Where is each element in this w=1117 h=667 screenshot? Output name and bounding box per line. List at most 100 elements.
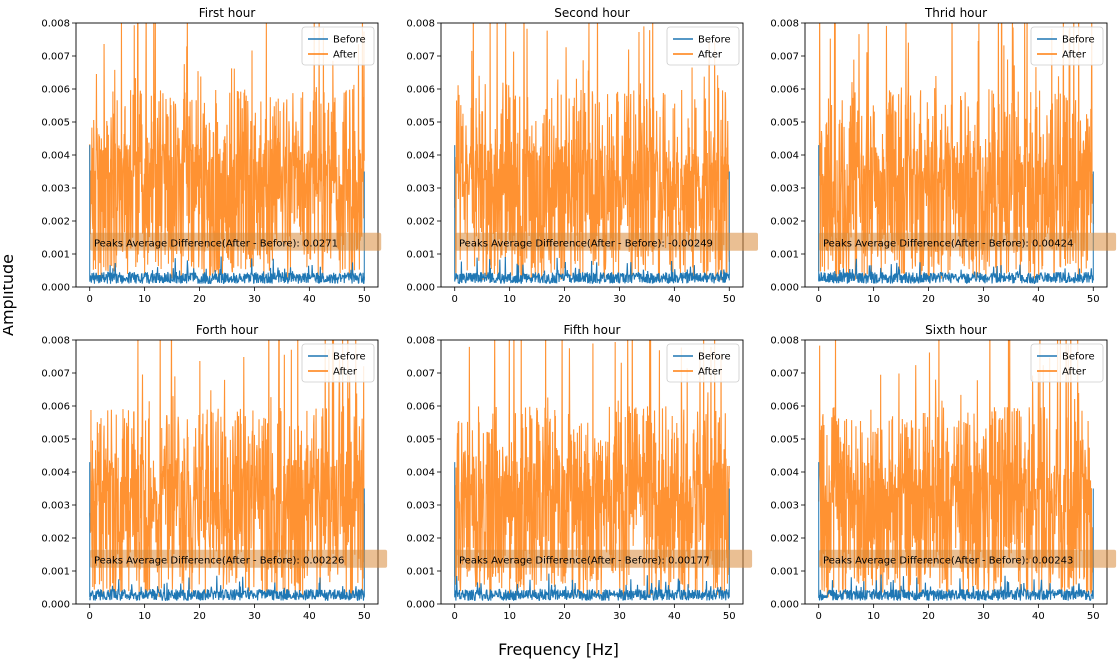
panel-1-series — [89, 23, 365, 285]
panel-5-xtick-label-2: 20 — [558, 611, 571, 622]
panel-4-ytick-label-1: 0.001 — [41, 567, 70, 578]
panel-2-xtick-label-3: 30 — [613, 294, 626, 305]
panel-3-xtick-label-0: 0 — [816, 294, 822, 305]
panel-4-ytick-label-4: 0.004 — [41, 468, 70, 479]
panel-2-legend-label-after: After — [698, 50, 723, 61]
panel-3-ytick-label-7: 0.007 — [770, 52, 799, 63]
panel-1-legend-label-before: Before — [333, 35, 366, 46]
panel-1-series-after-line — [89, 23, 365, 280]
panel-3-ytick-label-2: 0.002 — [770, 217, 799, 228]
panel-1-xtick-label-2: 20 — [193, 294, 206, 305]
panel-1-xtick-label-5: 50 — [358, 294, 371, 305]
panel-1-legend — [301, 26, 375, 66]
panel-1-ytick-label-4: 0.004 — [41, 151, 70, 162]
panel-1-series-before-line — [89, 256, 365, 285]
panel-2-ytick-label-7: 0.007 — [406, 52, 435, 63]
panel-4-series — [89, 340, 365, 602]
panel-6-legend — [1030, 343, 1104, 383]
panel-6-xtick-label-1: 10 — [867, 611, 880, 622]
panel-5-ytick-label-2: 0.002 — [406, 534, 435, 545]
panel-3-xtick-label-1: 10 — [867, 294, 880, 305]
panel-6-ytick-label-4: 0.004 — [770, 468, 799, 479]
panel-6-ytick-label-8: 0.008 — [770, 336, 799, 347]
panel-3-ytick-label-8: 0.008 — [770, 19, 799, 30]
panel-5-xtick-label-5: 50 — [723, 611, 736, 622]
panel-2-legend-label-before: Before — [698, 35, 731, 46]
panel-3-xtick-label-5: 50 — [1087, 294, 1100, 305]
panel-4-xtick-label-5: 50 — [358, 611, 371, 622]
panel-4-legend-label-after: After — [333, 367, 358, 378]
panel-6-annotation: Peaks Average Difference(After - Before)… — [823, 555, 1073, 566]
panel-5-legend-label-after: After — [698, 367, 723, 378]
panel-5-title: Fifth hour — [564, 323, 621, 337]
panel-3-ytick-label-4: 0.004 — [770, 151, 799, 162]
panel-6-ytick-label-6: 0.006 — [770, 402, 799, 413]
panel-1: 0 10 20 30 40 50 0.000 0.001 0.002 0.003 0.004 0.00… — [41, 6, 382, 305]
panel-2-ytick-label-0: 0.000 — [406, 283, 435, 294]
panel-1-title: First hour — [199, 6, 256, 20]
panel-5-ytick-label-6: 0.006 — [406, 402, 435, 413]
panel-5-annotation-box — [455, 549, 753, 568]
panel-6-series-after-line — [818, 340, 1094, 598]
panel-2-xtick-label-2: 20 — [558, 294, 571, 305]
panel-6-xtick-label-3: 30 — [977, 611, 990, 622]
panel-5-ytick-label-5: 0.005 — [406, 435, 435, 446]
panel-2-ytick-label-6: 0.006 — [406, 85, 435, 96]
panel-5-annotation: Peaks Average Difference(After - Before)… — [459, 555, 709, 566]
panel-6-ytick-label-5: 0.005 — [770, 435, 799, 446]
panel-2-ytick-label-4: 0.004 — [406, 151, 435, 162]
panel-2-xtick-label-5: 50 — [723, 294, 736, 305]
panel-1-ytick-label-7: 0.007 — [41, 52, 70, 63]
panel-4-annotation: Peaks Average Difference(After - Before)… — [94, 555, 344, 566]
panel-2-xtick-label-0: 0 — [452, 294, 458, 305]
panel-5-xtick-label-0: 0 — [452, 611, 458, 622]
panel-4-legend — [301, 343, 375, 383]
panel-1-xtick-label-0: 0 — [87, 294, 93, 305]
panel-5-xtick-label-1: 10 — [503, 611, 516, 622]
panel-4-series-after-line — [89, 340, 365, 598]
panel-1-ytick-label-0: 0.000 — [41, 283, 70, 294]
panel-6-legend-label-before: Before — [1062, 352, 1095, 363]
panel-3-ytick-label-3: 0.003 — [770, 184, 799, 195]
panel-4-xtick-label-4: 40 — [303, 611, 316, 622]
panel-3: 0 10 20 30 40 50 0.000 0.001 0.002 0.003 0.004 0.00… — [770, 6, 1117, 305]
panel-6-xtick-label-2: 20 — [922, 611, 935, 622]
panel-2-legend — [666, 26, 740, 66]
panel-1-xtick-label-1: 10 — [138, 294, 151, 305]
panel-4-title: Forth hour — [196, 323, 258, 337]
panel-5-ytick-label-1: 0.001 — [406, 567, 435, 578]
panel-2-ytick-label-1: 0.001 — [406, 250, 435, 261]
panel-2-xtick-label-1: 10 — [503, 294, 516, 305]
panel-4-ytick-label-7: 0.007 — [41, 369, 70, 380]
panel-6-xtick-label-0: 0 — [816, 611, 822, 622]
panel-6: 0 10 20 30 40 50 0.000 0.001 0.002 0.003 0.004 0.00… — [770, 323, 1117, 622]
panel-3-series-before-line — [818, 258, 1094, 285]
panel-5-legend — [666, 343, 740, 383]
panel-6-ytick-label-3: 0.003 — [770, 501, 799, 512]
panel-2-title: Second hour — [554, 6, 630, 20]
panel-2-ytick-label-8: 0.008 — [406, 19, 435, 30]
panel-2-annotation-box — [455, 232, 758, 251]
panel-4: 0 10 20 30 40 50 0.000 0.001 0.002 0.003 0.004 0.00… — [41, 323, 388, 622]
panel-6-title: Sixth hour — [925, 323, 987, 337]
panel-5-ytick-label-8: 0.008 — [406, 336, 435, 347]
panel-2-annotation: Peaks Average Difference(After - Before)… — [459, 238, 713, 249]
panel-3-ytick-label-0: 0.000 — [770, 283, 799, 294]
panel-1-xtick-label-4: 40 — [303, 294, 316, 305]
panel-4-ytick-label-2: 0.002 — [41, 534, 70, 545]
panel-5-legend-label-before: Before — [698, 352, 731, 363]
panel-5-xtick-label-3: 30 — [613, 611, 626, 622]
panel-1-annotation-box — [90, 232, 382, 251]
panel-3-legend — [1030, 26, 1104, 66]
panel-2-ytick-label-3: 0.003 — [406, 184, 435, 195]
panel-1-ytick-label-6: 0.006 — [41, 85, 70, 96]
panel-2: 0 10 20 30 40 50 0.000 0.001 0.002 0.003 0.004 0.00… — [406, 6, 758, 305]
panel-3-title: Thrid hour — [924, 6, 987, 20]
panel-6-ytick-label-0: 0.000 — [770, 600, 799, 611]
panel-1-annotation: Peaks Average Difference(After - Before)… — [94, 238, 338, 249]
panel-3-legend-label-after: After — [1062, 50, 1087, 61]
panel-4-ytick-label-6: 0.006 — [41, 402, 70, 413]
panel-5-xtick-label-4: 40 — [668, 611, 681, 622]
panel-4-legend-label-before: Before — [333, 352, 366, 363]
